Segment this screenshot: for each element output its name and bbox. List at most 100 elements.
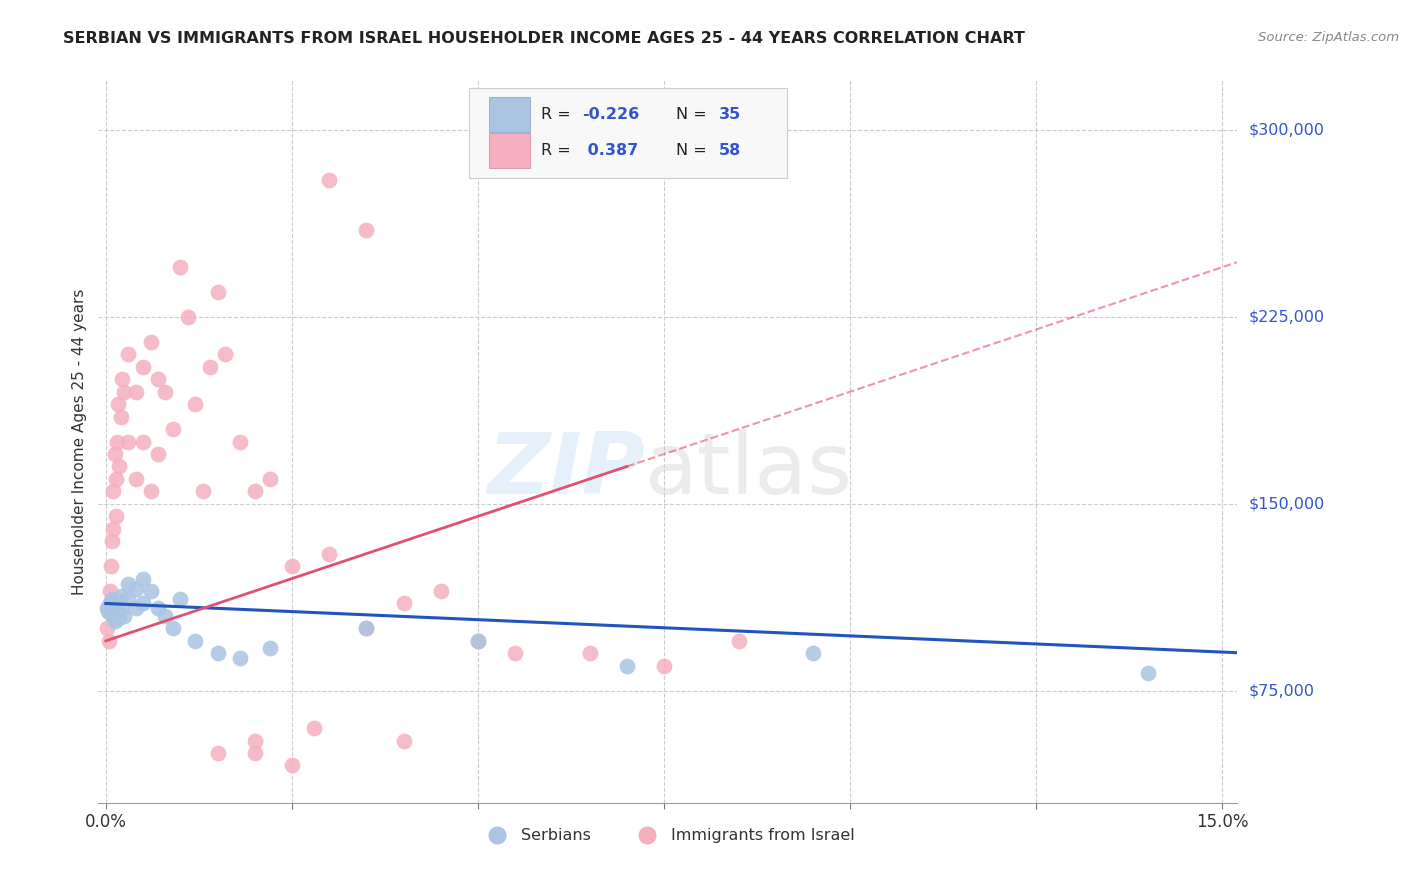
Point (727, 633, 749, 648)
Point (110, 409, 132, 424)
Point (184, 633, 207, 648)
Point (467, 633, 489, 648)
Point (198, 359, 221, 374)
Point (114, 609, 136, 624)
Point (105, 604, 128, 618)
Text: atlas: atlas (645, 429, 853, 512)
Point (110, 589, 132, 603)
Text: 35: 35 (718, 107, 741, 121)
Point (132, 434, 155, 449)
Point (108, 611, 131, 625)
Point (98, 597, 121, 611)
Point (107, 594, 129, 608)
Point (243, 484, 266, 499)
Point (97, 633, 120, 648)
Point (207, 285, 229, 299)
Point (139, 584, 162, 599)
Point (503, 646, 526, 660)
Text: $225,000: $225,000 (1249, 310, 1324, 325)
Point (229, 651, 252, 665)
Point (139, 484, 162, 499)
Point (207, 646, 229, 660)
Point (177, 310, 200, 324)
Point (111, 372, 134, 386)
Point (318, 173, 340, 187)
Point (104, 599, 127, 613)
Point (259, 472, 281, 486)
FancyBboxPatch shape (489, 96, 530, 132)
Point (356, 621, 378, 635)
Point (103, 609, 125, 624)
Point (146, 601, 169, 615)
Text: R =: R = (541, 107, 576, 121)
Point (304, 721, 326, 735)
Point (207, 746, 229, 760)
Point (105, 472, 128, 486)
Text: $150,000: $150,000 (1249, 496, 1324, 511)
Point (318, 547, 340, 561)
Text: $75,000: $75,000 (1249, 683, 1315, 698)
Point (356, 621, 378, 635)
FancyBboxPatch shape (468, 87, 787, 178)
Point (169, 591, 191, 606)
Point (162, 621, 184, 635)
Point (97, 601, 120, 615)
Point (281, 559, 304, 574)
Point (107, 397, 129, 411)
Point (616, 658, 638, 673)
Point (578, 646, 600, 660)
Point (392, 597, 415, 611)
Point (155, 609, 177, 624)
Text: N =: N = (676, 143, 711, 158)
Point (105, 434, 128, 449)
Point (111, 601, 134, 615)
Point (1136, 666, 1159, 681)
Point (103, 484, 125, 499)
Point (132, 359, 155, 374)
Point (184, 397, 207, 411)
Point (652, 658, 675, 673)
Text: 0.387: 0.387 (582, 143, 638, 158)
Point (139, 334, 162, 349)
Point (97, 604, 120, 618)
Point (214, 347, 236, 361)
Point (281, 758, 304, 772)
Point (117, 576, 139, 591)
Point (101, 591, 124, 606)
Point (124, 384, 146, 399)
Point (356, 223, 378, 237)
Point (117, 347, 139, 361)
Point (430, 584, 453, 599)
Legend: Serbians, Immigrants from Israel: Serbians, Immigrants from Israel (475, 822, 860, 849)
Point (100, 559, 122, 574)
Point (124, 582, 146, 596)
Point (96, 601, 118, 615)
Point (124, 601, 146, 615)
Point (101, 534, 124, 549)
Text: -0.226: -0.226 (582, 107, 640, 121)
Point (98, 584, 121, 599)
Point (801, 646, 824, 660)
Text: R =: R = (541, 143, 576, 158)
Point (132, 572, 155, 586)
Point (243, 746, 266, 760)
Point (243, 733, 266, 747)
Point (98, 597, 121, 611)
Point (117, 434, 139, 449)
Point (104, 509, 127, 524)
Text: 58: 58 (718, 143, 741, 158)
Y-axis label: Householder Income Ages 25 - 44 years: Householder Income Ages 25 - 44 years (72, 288, 87, 595)
Text: $300,000: $300,000 (1249, 122, 1324, 137)
Point (124, 472, 146, 486)
Point (114, 384, 136, 399)
Point (467, 633, 489, 648)
Text: SERBIAN VS IMMIGRANTS FROM ISRAEL HOUSEHOLDER INCOME AGES 25 - 44 YEARS CORRELAT: SERBIAN VS IMMIGRANTS FROM ISRAEL HOUSEH… (63, 31, 1025, 46)
Point (132, 597, 155, 611)
Point (103, 522, 125, 536)
Point (169, 260, 191, 274)
Point (96, 621, 118, 635)
Point (162, 422, 184, 436)
Point (146, 372, 169, 386)
Point (108, 459, 131, 474)
Point (146, 447, 169, 461)
